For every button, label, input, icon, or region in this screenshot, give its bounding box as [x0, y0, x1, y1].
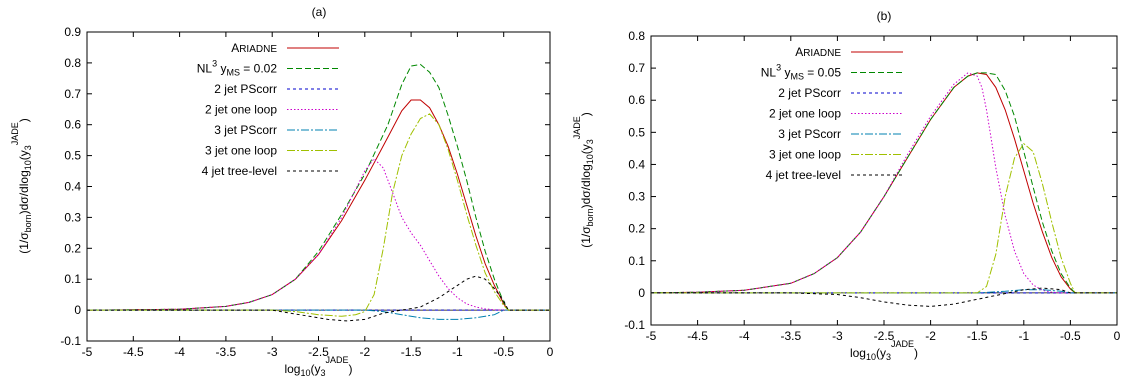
x-tick-label: -1 [1018, 329, 1029, 343]
series-line-3 [87, 157, 550, 311]
y-tick-label: 0 [638, 286, 645, 300]
x-tick-label: -2 [925, 329, 936, 343]
y-tick-label: 0.6 [628, 93, 645, 107]
y-axis-label: (1/σborn)dσ/dlog10(y3JADE) [10, 118, 33, 254]
chart-panel-0: (a) -5 -4.5 -4 -3.5 -3 -2.5 -2 -1.5 -1 -0.5 0 -0.1 0 0… [10, 5, 554, 378]
legend-label-4: 3 jet PScorr [778, 127, 841, 141]
x-tick-label: -3.5 [216, 345, 237, 359]
y-tick-label: 0.5 [628, 125, 645, 139]
y-tick-label: 0.8 [628, 29, 645, 43]
x-tick-label: 0 [1114, 329, 1121, 343]
chart-title: (a) [312, 5, 327, 19]
y-tick-label: -0.1 [60, 334, 81, 348]
legend-label-4: 3 jet PScorr [214, 123, 277, 137]
y-tick-label: 0.2 [64, 241, 81, 255]
legend-label-6: 4 jet tree-level [202, 164, 277, 178]
legend-label-1: NL3 yMS = 0.02 [197, 59, 278, 78]
y-tick-label: 0.4 [64, 180, 81, 194]
series-line-3 [651, 72, 1117, 294]
x-axis-label: log10(y3JADE) [850, 339, 918, 362]
y-tick-label: 0.3 [64, 210, 81, 224]
chart-title: (b) [877, 9, 892, 23]
legend-label-2: 2 jet PScorr [214, 82, 277, 96]
x-axis-label: log10(y3JADE) [284, 355, 352, 378]
y-tick-label: 0.4 [628, 157, 645, 171]
x-tick-label: -0.5 [493, 345, 514, 359]
y-tick-label: 0.3 [628, 190, 645, 204]
x-tick-label: -4.5 [687, 329, 708, 343]
y-tick-label: 0.8 [64, 56, 81, 70]
series-line-6 [87, 275, 550, 322]
legend-label-3: 2 jet one loop [205, 103, 277, 117]
legend-label-0: ARIADNE [795, 45, 841, 59]
series-line-5 [651, 142, 1117, 294]
series-line-5 [87, 113, 550, 317]
y-tick-label: 0.1 [64, 272, 81, 286]
y-tick-label: 0.1 [628, 254, 645, 268]
series-line-1 [87, 63, 550, 311]
legend-label-5: 3 jet one loop [769, 148, 841, 162]
y-tick-label: -0.1 [624, 318, 645, 332]
x-tick-label: -4 [739, 329, 750, 343]
x-tick-label: -2.5 [308, 345, 329, 359]
y-tick-label: 0 [74, 303, 81, 317]
y-axis-label: (1/σborn)dσ/dlog10(y3JADE) [572, 112, 595, 248]
x-tick-label: 0 [547, 345, 554, 359]
y-tick-label: 0.2 [628, 222, 645, 236]
y-tick-label: 0.6 [64, 118, 81, 132]
legend: ARIADNE NL3 yMS = 0.05 2 jet PScorr 2 jet o… [761, 45, 903, 182]
x-tick-label: -3 [267, 345, 278, 359]
x-tick-label: -4.5 [123, 345, 144, 359]
x-tick-label: -1.5 [401, 345, 422, 359]
x-tick-label: -3.5 [780, 329, 801, 343]
series-line-0 [651, 72, 1117, 294]
series-line-1 [651, 72, 1117, 294]
legend-label-1: NL3 yMS = 0.05 [761, 63, 842, 82]
legend-label-0: ARIADNE [231, 41, 277, 55]
legend: ARIADNE NL3 yMS = 0.02 2 jet PScorr 2 jet o… [197, 41, 339, 178]
y-tick-label: 0.7 [64, 87, 81, 101]
x-tick-label: -0.5 [1060, 329, 1081, 343]
plot-frame [86, 31, 551, 342]
y-tick-label: 0.7 [628, 61, 645, 75]
x-tick-label: -5 [646, 329, 657, 343]
x-tick-label: -4 [174, 345, 185, 359]
legend-label-2: 2 jet PScorr [778, 86, 841, 100]
y-tick-label: 0.5 [64, 149, 81, 163]
x-tick-label: -5 [82, 345, 93, 359]
x-tick-label: -3 [832, 329, 843, 343]
plot-frame [650, 35, 1118, 326]
legend-label-6: 4 jet tree-level [766, 168, 841, 182]
legend-label-5: 3 jet one loop [205, 144, 277, 158]
y-tick-label: 0.9 [64, 25, 81, 39]
series-group [87, 63, 550, 322]
x-tick-label: -1.5 [967, 329, 988, 343]
x-tick-label: -1 [452, 345, 463, 359]
x-tick-label: -2 [359, 345, 370, 359]
series-group [651, 72, 1117, 307]
x-tick-label: -2.5 [874, 329, 895, 343]
series-line-0 [87, 99, 550, 311]
legend-label-3: 2 jet one loop [769, 107, 841, 121]
series-line-6 [651, 287, 1117, 307]
chart-panel-1: (b) -5 -4.5 -4 -3.5 -3 -2.5 -2 -1.5 -1 -0.5 0 -0.1 0 0… [572, 9, 1121, 362]
